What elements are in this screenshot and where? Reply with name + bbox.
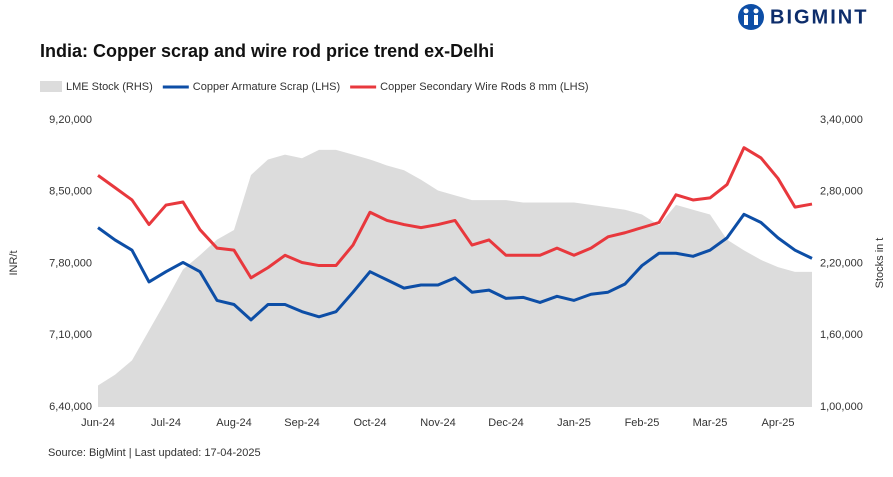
- line: [97, 146, 813, 280]
- legend-swatch: [40, 81, 62, 92]
- y-tick-label: 7,80,000: [49, 257, 92, 269]
- x-tick-label: Nov-24: [420, 417, 455, 429]
- x-tick-label: Jul-24: [151, 417, 181, 429]
- x-tick-label: Aug-24: [216, 417, 251, 429]
- source: Source: BigMint | Last updated: 17-04-20…: [48, 447, 261, 459]
- y-tick-label: 7,10,000: [49, 329, 92, 341]
- logo-text: BIGMINT: [770, 6, 868, 28]
- logo: BIGMINT: [738, 4, 868, 30]
- x-tick-label: Dec-24: [488, 417, 523, 429]
- y-tick-label: 6,40,000: [49, 401, 92, 413]
- x-tick-label: Jan-25: [557, 417, 591, 429]
- y2-axis-title: Stocks in t: [874, 238, 886, 289]
- x-tick-label: Mar-25: [693, 417, 728, 429]
- legend-label: Copper Secondary Wire Rods 8 mm (LHS): [380, 81, 588, 93]
- y2-tick-label: 1,00,000: [820, 401, 863, 413]
- x-tick-label: Sep-24: [284, 417, 319, 429]
- y2-tick-label: 3,40,000: [820, 114, 863, 126]
- y2-tick-label: 2,80,000: [820, 186, 863, 198]
- x-tick-label: Oct-24: [353, 417, 386, 429]
- y2-tick-label: 2,20,000: [820, 257, 863, 269]
- y-tick-label: 8,50,000: [49, 186, 92, 198]
- x-tick-label: Jun-24: [81, 417, 115, 429]
- y-axis-title: INR/t: [8, 250, 20, 275]
- logo-icon: [738, 4, 764, 30]
- y2-tick-label: 1,60,000: [820, 329, 863, 341]
- line: [97, 212, 813, 322]
- chart-title: India: Copper scrap and wire rod price t…: [40, 41, 494, 61]
- x-tick-label: Feb-25: [625, 417, 660, 429]
- legend-label: LME Stock (RHS): [66, 81, 153, 93]
- y-tick-label: 9,20,000: [49, 114, 92, 126]
- legend-label: Copper Armature Scrap (LHS): [193, 81, 340, 93]
- x-tick-label: Apr-25: [761, 417, 794, 429]
